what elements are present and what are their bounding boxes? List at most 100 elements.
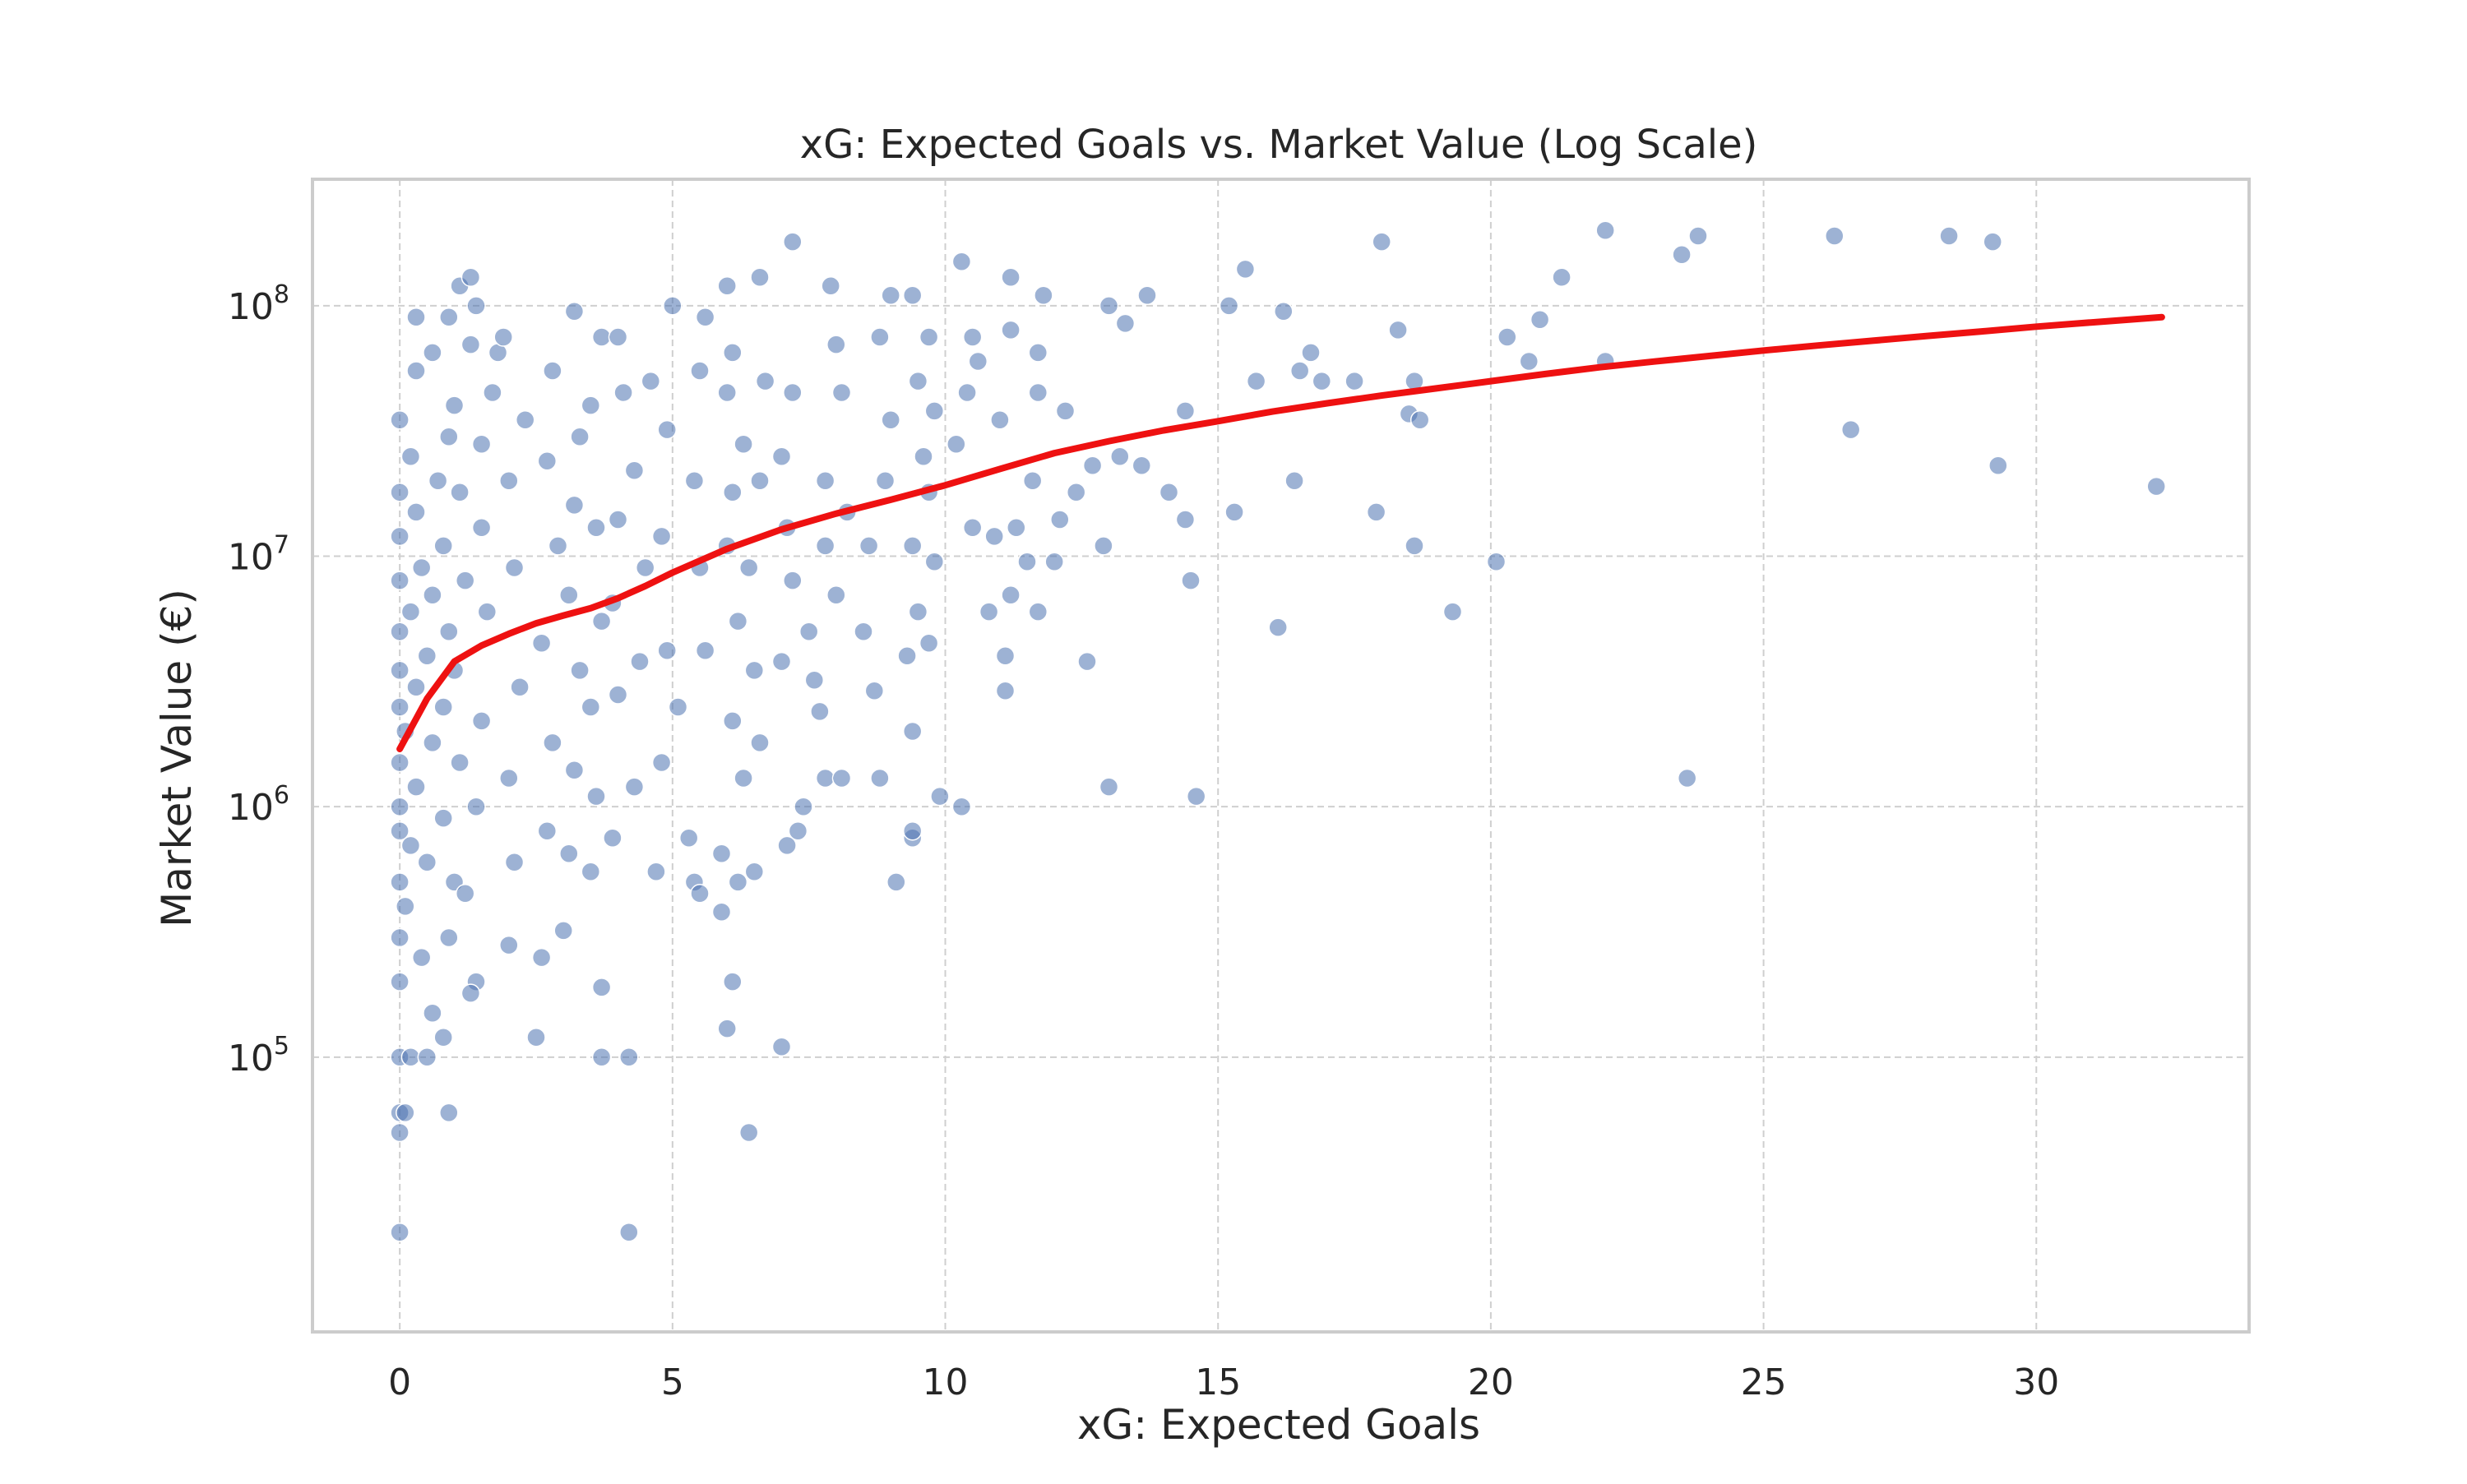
data-point [390,752,410,773]
y-tick-base: 10 [228,1038,274,1079]
data-point [750,471,770,491]
data-point [1175,401,1196,421]
data-point [875,471,896,491]
data-point [439,927,459,948]
data-point [1175,510,1196,529]
data-point [455,884,475,904]
data-point [439,1103,459,1123]
data-point [461,267,481,287]
data-point [1939,226,1959,246]
data-point [559,844,579,863]
data-point [1181,571,1201,590]
data-point [390,410,410,430]
data-point [1825,226,1844,246]
data-point [744,660,765,681]
data-point [390,483,410,502]
y-tick-label: 105 [228,1032,289,1079]
data-point [439,622,459,641]
data-point [1235,259,1256,280]
data-point [870,327,890,347]
data-point [1552,267,1571,287]
data-point [908,602,928,622]
x-axis-ticks: 0 5 10 15 20 25 30 [388,1361,2059,1403]
data-point [684,471,705,491]
data-point [390,821,410,841]
data-point [1137,285,1157,306]
data-point [1034,285,1053,306]
data-point [390,622,410,641]
data-point [1050,510,1070,529]
data-point [504,557,525,578]
data-point [1289,361,1310,381]
data-point [695,307,715,327]
data-point [423,1003,442,1023]
data-point [1186,786,1206,807]
y-tick-base: 10 [228,787,274,829]
data-point [564,495,585,515]
data-point [902,536,923,556]
data-point [619,1047,639,1067]
data-point [400,835,421,856]
data-point [417,1047,437,1067]
data-point [591,611,612,631]
data-point [591,327,612,347]
data-point [881,285,900,306]
data-point [870,768,890,788]
data-point [1159,483,1179,502]
data-point [1028,382,1048,403]
data-point [663,296,683,316]
data-point [914,446,933,467]
data-point [439,427,459,446]
data-point [624,460,645,480]
data-point [924,401,945,421]
x-tick-label: 10 [923,1361,969,1403]
data-point [390,872,410,892]
data-point [651,752,672,773]
data-point [493,327,513,347]
y-tick-base: 10 [228,286,274,328]
data-point [483,382,502,403]
data-point [750,733,770,753]
data-point [619,1223,639,1242]
data-point [1132,455,1152,476]
data-point [581,697,601,717]
data-point [559,585,579,605]
data-point [570,660,590,681]
data-point [641,371,661,391]
data-point [717,1019,737,1038]
data-point [390,571,410,590]
data-point [821,276,840,296]
data-point [406,677,426,697]
data-point [738,557,759,578]
data-point [553,921,573,941]
data-point [396,1103,415,1123]
data-point [1366,502,1386,522]
data-point [2146,476,2166,497]
y-tick-exponent: 6 [274,781,289,810]
data-point [455,571,475,590]
data-point [433,1027,453,1047]
data-point [1983,232,2002,252]
data-point [471,518,492,538]
x-axis-label: xG: Expected Goals [1077,1401,1480,1449]
data-point [543,733,562,753]
data-point [810,701,830,722]
data-point [1274,301,1294,321]
data-point [738,1122,759,1143]
data-point [444,395,465,415]
data-point [390,1223,410,1242]
data-point [1372,232,1391,252]
data-point [815,768,835,788]
data-point [564,760,585,780]
data-point [396,896,415,917]
data-point [678,828,699,848]
y-tick-exponent: 5 [274,1032,289,1061]
x-tick-label: 15 [1195,1361,1241,1403]
x-tick-label: 30 [2013,1361,2059,1403]
data-point [777,835,797,856]
data-point [1405,536,1424,556]
data-point [1094,536,1113,556]
data-point [428,471,448,491]
data-point [1007,518,1026,538]
